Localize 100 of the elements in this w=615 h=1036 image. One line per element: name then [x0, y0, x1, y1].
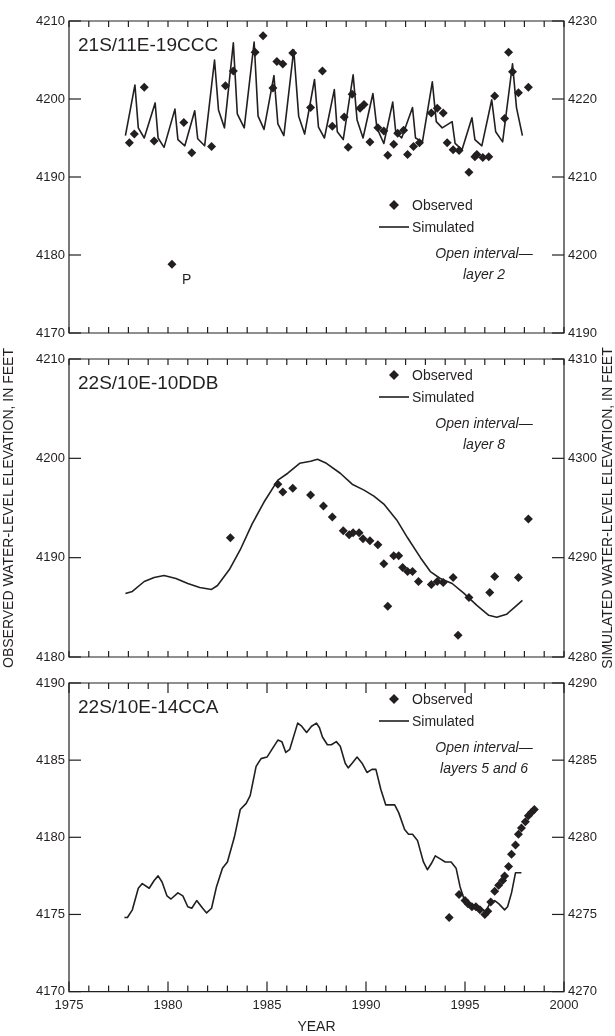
legend-label: Observed: [412, 367, 473, 383]
point: [373, 540, 383, 550]
annotation: P: [181, 271, 192, 288]
annotation: Open interval— layer 2: [435, 245, 534, 282]
point: [448, 145, 458, 155]
point: [365, 137, 375, 147]
y-tick-label: 4210: [36, 350, 65, 366]
point: [478, 153, 488, 162]
y2-tick-label: 4275: [568, 906, 597, 922]
point: [432, 577, 442, 587]
point: [399, 125, 409, 135]
x-tick-label: 1990: [351, 996, 381, 1012]
point: [454, 145, 464, 155]
point: [179, 117, 189, 127]
point: [504, 47, 514, 57]
point: [504, 862, 514, 872]
point: [448, 573, 458, 583]
y-tick-label: 4200: [36, 449, 65, 465]
point: [426, 108, 436, 118]
point: [306, 490, 316, 500]
x-tick-label: 1995: [450, 996, 480, 1012]
y-tick-label: 4210: [36, 12, 65, 28]
point: [139, 82, 149, 92]
point: [475, 905, 485, 915]
point: [523, 514, 533, 524]
y2-tick-label: 4290: [568, 674, 597, 690]
point: [442, 138, 452, 148]
point: [258, 31, 268, 41]
point: [225, 533, 235, 543]
y2-tick-label: 4280: [568, 828, 597, 844]
point: [523, 82, 533, 92]
y-axis-title: OBSERVED WATER-LEVEL ELEVATION, IN FEET: [0, 348, 16, 668]
x-tick-label: 1980: [153, 996, 183, 1012]
point: [490, 572, 500, 582]
point: [513, 88, 523, 98]
point: [516, 823, 526, 833]
point: [490, 886, 500, 896]
text: 22S/10E-14CCA: [78, 696, 219, 717]
x-axis-title: YEAR: [297, 1018, 336, 1035]
point: [250, 47, 260, 57]
point: [379, 126, 389, 136]
y2-tick-label: 4210: [568, 168, 597, 184]
point: [317, 66, 327, 76]
point: [513, 573, 523, 583]
point: [484, 152, 494, 162]
annotation: Open interval— layers 5 and 6: [435, 739, 534, 776]
point: [347, 89, 357, 99]
point: [207, 142, 217, 152]
point: [510, 840, 520, 850]
legend-label: Simulated: [412, 389, 475, 405]
y-tick-label: 4180: [36, 648, 65, 664]
point: [486, 897, 496, 907]
point: [426, 579, 436, 589]
point: [327, 512, 337, 522]
text: 22S/10E-10DDB: [78, 372, 219, 393]
y-tick-label: 4190: [36, 549, 65, 565]
y-tick-label: 4200: [36, 90, 65, 106]
y-tick-label: 4180: [36, 828, 65, 844]
legend-label: Observed: [412, 691, 473, 707]
point: [278, 59, 288, 69]
point: [273, 479, 283, 489]
point: [359, 99, 369, 109]
point: [485, 587, 495, 597]
point: [513, 829, 523, 839]
point: [413, 577, 423, 587]
x-tick-label: 2000: [549, 996, 579, 1012]
point: [500, 871, 510, 881]
point: [438, 108, 448, 118]
point: [389, 139, 399, 149]
point: [220, 81, 230, 91]
point: [393, 128, 403, 138]
point: [403, 149, 413, 159]
y2-tick-label: 4190: [568, 324, 597, 340]
point: [129, 129, 139, 139]
y2-tick-label: 4285: [568, 751, 597, 767]
point: [444, 913, 454, 923]
point: [288, 48, 298, 58]
point: [339, 112, 349, 122]
legend-label: Simulated: [412, 713, 475, 729]
point: [500, 114, 510, 123]
y2-tick-label: 4220: [568, 90, 597, 106]
point: [383, 150, 393, 160]
legend-label: Observed: [412, 197, 473, 213]
y2-tick-label: 4270: [568, 983, 597, 999]
point: [306, 103, 316, 113]
point: [432, 103, 442, 113]
x-tick-label: 1985: [252, 996, 282, 1012]
y-tick-label: 4190: [36, 168, 65, 184]
y2-axis-title: SIMULATED WATER-LEVEL ELEVATION, IN FEET: [598, 347, 615, 669]
point: [398, 563, 408, 573]
point: [338, 526, 348, 536]
y2-tick-label: 4280: [568, 648, 597, 664]
point: [272, 57, 282, 67]
point: [520, 817, 530, 827]
point: [228, 66, 238, 76]
x-tick-label: 1975: [54, 996, 84, 1012]
y2-tick-label: 4300: [568, 449, 597, 465]
point: [464, 592, 474, 602]
point: [318, 501, 328, 511]
point: [268, 83, 278, 93]
